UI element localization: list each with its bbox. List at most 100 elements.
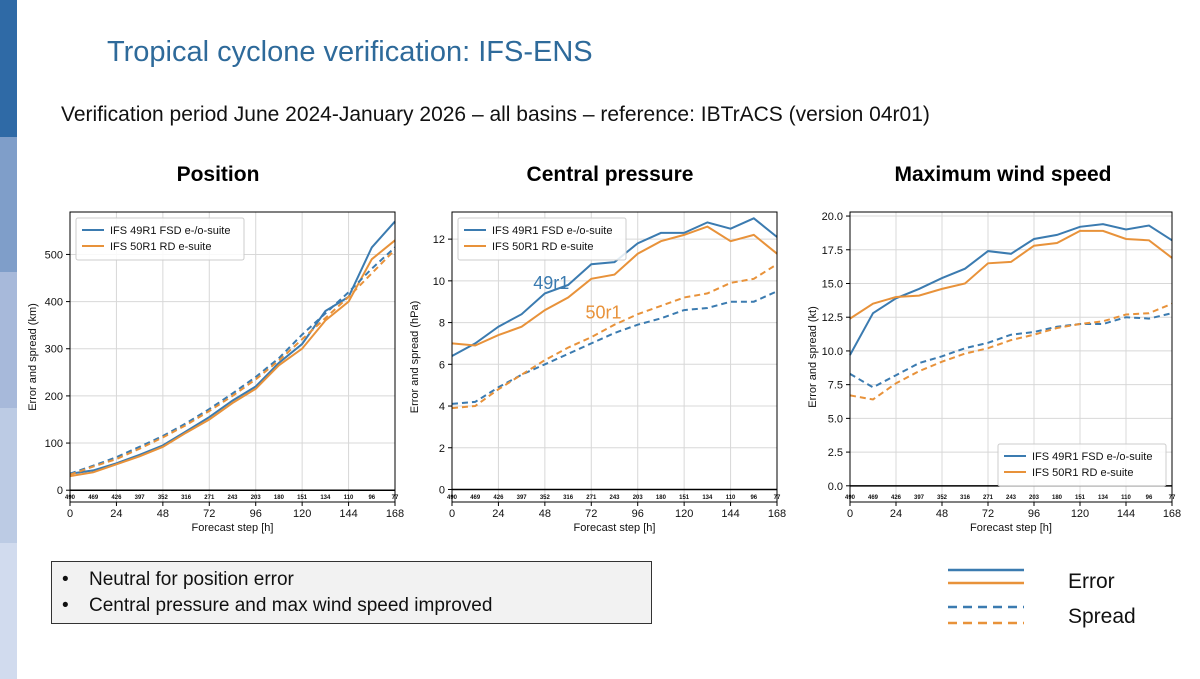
y-tick-label: 4 bbox=[439, 401, 445, 413]
y-tick-label: 12.5 bbox=[822, 312, 843, 324]
sample-count-label: 316 bbox=[181, 495, 192, 501]
x-tick-label: 48 bbox=[936, 508, 948, 520]
sidebar-stripe bbox=[0, 0, 17, 679]
x-tick-label: 120 bbox=[1071, 508, 1089, 520]
sample-count-label: 203 bbox=[1029, 495, 1040, 501]
y-tick-label: 20.0 bbox=[822, 211, 843, 223]
y-tick-label: 8 bbox=[439, 318, 445, 330]
sample-count-label: 151 bbox=[297, 495, 308, 501]
x-tick-label: 72 bbox=[585, 508, 597, 520]
legend-box bbox=[997, 443, 1167, 487]
sample-count-label: 96 bbox=[750, 495, 757, 501]
sample-count-label: 352 bbox=[937, 495, 948, 501]
max-wind-chart: 0.0 2.5 5.0 7.5 10.0 12.5 15.0 17.5 20.0 0 24 48 72 9… bbox=[807, 211, 1181, 534]
series-line-orange-spread bbox=[69, 248, 396, 476]
sample-count-label: 96 bbox=[368, 495, 375, 501]
sample-count-label: 151 bbox=[1075, 495, 1086, 501]
sample-count-label: 397 bbox=[914, 495, 925, 501]
notes-box: • Neutral for position error • Central pre… bbox=[51, 561, 652, 624]
y-tick-label: 5.0 bbox=[828, 413, 843, 425]
sample-count-label: 180 bbox=[1052, 495, 1063, 501]
plot-frame bbox=[69, 211, 396, 503]
line-style-swatches bbox=[948, 568, 1024, 625]
sample-count-label: 203 bbox=[633, 495, 644, 501]
x-tick-label: 168 bbox=[768, 508, 786, 520]
series-line-blue-spread bbox=[451, 290, 778, 405]
note-item: • Central pressure and max wind speed imp… bbox=[62, 595, 492, 617]
legend-box bbox=[75, 217, 245, 261]
sample-count-label: 77 bbox=[774, 495, 781, 501]
error-label: Error bbox=[1068, 570, 1115, 593]
sample-count-label: 134 bbox=[702, 495, 713, 501]
x-tick-label: 24 bbox=[890, 508, 902, 520]
x-tick-label: 144 bbox=[1117, 508, 1135, 520]
legend-label: IFS 49R1 FSD e-/o-suite bbox=[110, 225, 230, 237]
sample-count-label: 271 bbox=[983, 495, 994, 501]
series-line-blue-spread bbox=[849, 312, 1173, 389]
sidebar-band bbox=[0, 137, 17, 272]
series-line-orange-spread bbox=[849, 302, 1173, 401]
x-tick-label: 168 bbox=[1163, 508, 1181, 520]
annotation-label-blue: 49r1 bbox=[533, 273, 569, 293]
series-line-blue-error bbox=[849, 223, 1173, 356]
bullet-icon: • bbox=[62, 569, 69, 590]
sidebar-band bbox=[0, 543, 17, 679]
sample-count-label: 203 bbox=[251, 495, 262, 501]
y-tick-label: 0 bbox=[439, 484, 445, 496]
y-tick-label: 100 bbox=[45, 438, 63, 450]
sample-count-label: 469 bbox=[470, 495, 481, 501]
series-line-orange-error bbox=[69, 239, 396, 478]
x-tick-label: 72 bbox=[203, 508, 215, 520]
legend-label: IFS 50R1 RD e-suite bbox=[492, 241, 593, 253]
sample-count-label: 426 bbox=[891, 495, 902, 501]
x-tick-label: 24 bbox=[492, 508, 504, 520]
x-tick-label: 24 bbox=[110, 508, 122, 520]
sample-count-label: 316 bbox=[563, 495, 574, 501]
x-tick-label: 0 bbox=[449, 508, 455, 520]
y-tick-label: 500 bbox=[45, 249, 63, 261]
panel-title-position: Position bbox=[176, 163, 260, 186]
position-chart: 0 100 200 300 400 500 0 24 48 72 96 120 144 168 490 469… bbox=[27, 211, 404, 534]
sample-count-label: 180 bbox=[274, 495, 285, 501]
note-item: • Neutral for position error bbox=[62, 569, 294, 591]
legend-label: IFS 50R1 RD e-suite bbox=[1032, 467, 1133, 479]
y-tick-label: 200 bbox=[45, 391, 63, 403]
series-line-orange-spread bbox=[451, 263, 778, 410]
x-tick-label: 48 bbox=[157, 508, 169, 520]
sample-count-label: 77 bbox=[1169, 495, 1176, 501]
line-style-key: Error Spread bbox=[940, 560, 1160, 640]
y-tick-label: 12 bbox=[433, 234, 445, 246]
sample-count-label: 271 bbox=[204, 495, 215, 501]
x-tick-label: 0 bbox=[67, 508, 73, 520]
y-tick-label: 6 bbox=[439, 359, 445, 371]
legend-label: IFS 50R1 RD e-suite bbox=[110, 241, 211, 253]
sample-count-label: 397 bbox=[517, 495, 528, 501]
x-tick-label: 72 bbox=[982, 508, 994, 520]
note-text: Neutral for position error bbox=[89, 569, 294, 590]
x-axis-label: Forecast step [h] bbox=[192, 522, 274, 534]
series-line-blue-error bbox=[451, 217, 778, 357]
sample-count-label: 134 bbox=[320, 495, 331, 501]
x-tick-label: 120 bbox=[293, 508, 311, 520]
series-line-blue-spread bbox=[69, 246, 396, 475]
x-axis-label: Forecast step [h] bbox=[970, 522, 1052, 534]
series-line-orange-error bbox=[451, 225, 778, 347]
sample-count-label: 243 bbox=[609, 495, 620, 501]
sample-count-label: 397 bbox=[135, 495, 146, 501]
x-tick-label: 168 bbox=[386, 508, 404, 520]
sample-count-label: 271 bbox=[586, 495, 597, 501]
spread-label: Spread bbox=[1068, 605, 1136, 628]
sample-count-label: 490 bbox=[65, 495, 76, 501]
sample-count-label: 469 bbox=[868, 495, 879, 501]
sidebar-band bbox=[0, 0, 17, 137]
sample-count-label: 180 bbox=[656, 495, 667, 501]
sample-count-label: 151 bbox=[679, 495, 690, 501]
note-text: Central pressure and max wind speed impr… bbox=[89, 595, 493, 616]
x-tick-label: 96 bbox=[250, 508, 262, 520]
sample-count-label: 77 bbox=[392, 495, 399, 501]
sample-count-label: 469 bbox=[88, 495, 99, 501]
legend-box bbox=[457, 217, 627, 261]
y-tick-label: 2.5 bbox=[828, 447, 843, 459]
panel-title-max-wind: Maximum wind speed bbox=[894, 163, 1112, 186]
panel-title-central-pressure: Central pressure bbox=[526, 163, 694, 186]
